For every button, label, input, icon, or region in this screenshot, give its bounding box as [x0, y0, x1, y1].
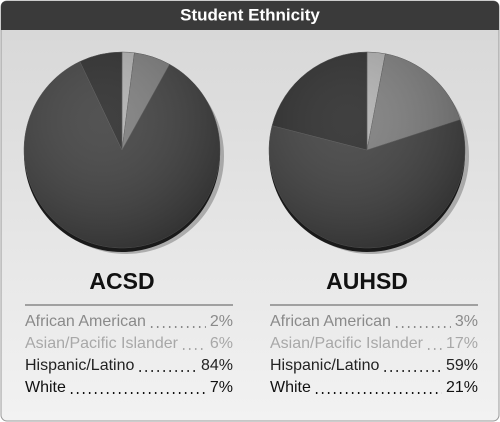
legend-value: 2% [210, 313, 233, 330]
legend-value: 6% [210, 335, 233, 352]
legend-label: White [25, 379, 66, 396]
legend-value: 17% [446, 335, 478, 352]
legend-value: 21% [446, 379, 478, 396]
pie-title: AUHSD [326, 268, 408, 294]
legend-label: African American [270, 313, 391, 330]
legend-value: 84% [201, 357, 233, 374]
legend-label: Hispanic/Latino [270, 357, 380, 374]
pie-title: ACSD [89, 268, 154, 294]
legend-label: Hispanic/Latino [25, 357, 135, 374]
legend-value: 3% [455, 313, 478, 330]
header-title: Student Ethnicity [180, 5, 320, 24]
legend-value: 7% [210, 379, 233, 396]
legend-label: African American [25, 313, 146, 330]
legend-value: 59% [446, 357, 478, 374]
legend-label: Asian/Pacific Islander [270, 335, 424, 352]
legend-label: White [270, 379, 311, 396]
legend-label: Asian/Pacific Islander [25, 335, 179, 352]
header-bar [1, 1, 499, 30]
